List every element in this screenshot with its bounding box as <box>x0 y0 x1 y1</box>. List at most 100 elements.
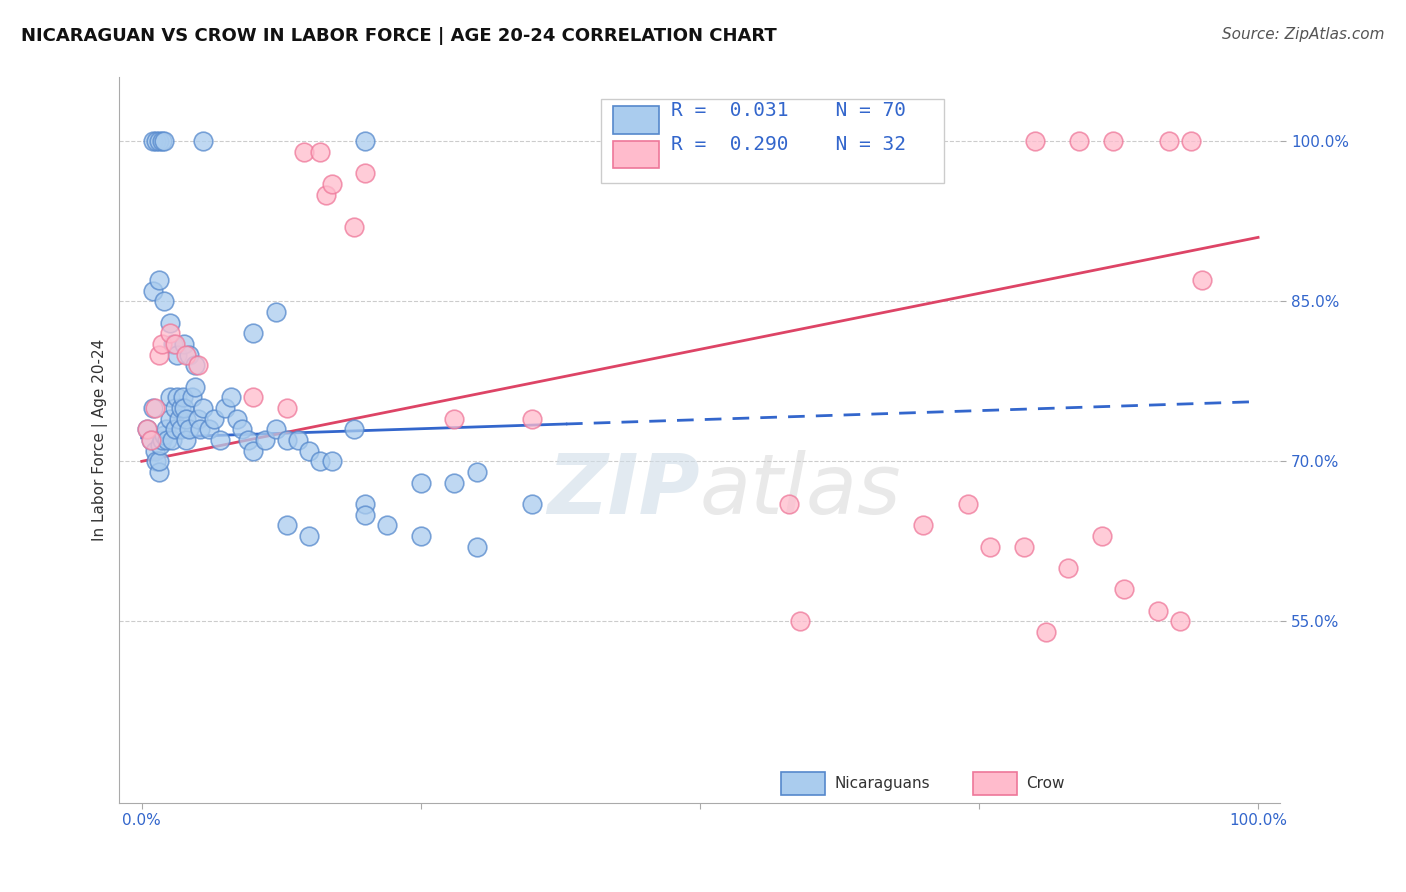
Text: ZIP: ZIP <box>547 450 700 532</box>
Point <box>789 614 811 628</box>
Point <box>1114 582 1136 597</box>
Point <box>1024 135 1046 149</box>
Point <box>136 422 159 436</box>
Point <box>979 540 1001 554</box>
Text: R =  0.290    N = 32: R = 0.290 N = 32 <box>671 135 905 153</box>
Point <box>159 390 181 404</box>
FancyBboxPatch shape <box>782 772 825 796</box>
Point <box>242 443 264 458</box>
FancyBboxPatch shape <box>613 106 659 134</box>
Point <box>298 443 321 458</box>
Point <box>139 433 162 447</box>
FancyBboxPatch shape <box>602 99 943 183</box>
Point <box>150 337 173 351</box>
Point <box>187 359 209 373</box>
Point <box>343 219 366 234</box>
Point <box>176 348 198 362</box>
Point <box>184 379 207 393</box>
Point <box>321 454 343 468</box>
Point <box>177 422 200 436</box>
FancyBboxPatch shape <box>613 141 659 168</box>
Point <box>377 518 399 533</box>
Point <box>276 401 298 415</box>
Point <box>166 348 188 362</box>
Point <box>253 433 276 447</box>
Point <box>315 187 337 202</box>
Point <box>167 411 190 425</box>
Point <box>1157 135 1180 149</box>
Point <box>148 348 170 362</box>
Point <box>165 422 187 436</box>
Point <box>956 497 979 511</box>
Text: Source: ZipAtlas.com: Source: ZipAtlas.com <box>1222 27 1385 42</box>
Point <box>148 273 170 287</box>
Point <box>149 438 172 452</box>
Point <box>225 411 247 425</box>
Point <box>184 359 207 373</box>
Point <box>465 540 488 554</box>
Point <box>242 326 264 341</box>
Point <box>309 145 332 159</box>
Point <box>292 145 315 159</box>
Point <box>176 433 198 447</box>
Point <box>264 305 287 319</box>
Point <box>165 401 187 415</box>
Point <box>166 390 188 404</box>
Point <box>354 497 377 511</box>
Point <box>443 411 465 425</box>
Point <box>276 518 298 533</box>
Point <box>1035 624 1057 639</box>
Point <box>170 401 193 415</box>
Point <box>443 475 465 490</box>
Point <box>139 433 162 447</box>
Point <box>143 443 166 458</box>
Point <box>145 135 167 149</box>
Point <box>202 411 225 425</box>
Point <box>173 401 195 415</box>
Text: Nicaraguans: Nicaraguans <box>835 776 931 791</box>
Point <box>1102 135 1125 149</box>
Point <box>172 390 194 404</box>
Point <box>150 433 173 447</box>
Text: atlas: atlas <box>700 450 901 532</box>
Point <box>159 326 181 341</box>
Point <box>197 422 219 436</box>
Point <box>191 401 214 415</box>
Point <box>287 433 309 447</box>
Point <box>148 135 170 149</box>
Point <box>242 390 264 404</box>
Point <box>1146 604 1168 618</box>
Point <box>153 135 176 149</box>
Point <box>522 411 544 425</box>
Point <box>321 177 343 191</box>
Point <box>150 135 173 149</box>
Point <box>214 401 236 415</box>
Point <box>409 529 432 543</box>
Point <box>142 401 165 415</box>
Point <box>142 135 165 149</box>
Point <box>231 422 253 436</box>
Point <box>188 422 211 436</box>
Point <box>187 411 209 425</box>
Text: R =  0.031    N = 70: R = 0.031 N = 70 <box>671 101 905 120</box>
FancyBboxPatch shape <box>973 772 1017 796</box>
Text: NICARAGUAN VS CROW IN LABOR FORCE | AGE 20-24 CORRELATION CHART: NICARAGUAN VS CROW IN LABOR FORCE | AGE … <box>21 27 778 45</box>
Point <box>145 454 167 468</box>
Point <box>343 422 366 436</box>
Point <box>1180 135 1202 149</box>
Point <box>1069 135 1091 149</box>
Point <box>136 422 159 436</box>
Point <box>1057 561 1080 575</box>
Point <box>778 497 800 511</box>
Point <box>165 337 187 351</box>
Point <box>142 284 165 298</box>
Point <box>465 465 488 479</box>
Point <box>143 401 166 415</box>
Point <box>191 135 214 149</box>
Point <box>176 411 198 425</box>
Point <box>156 433 179 447</box>
Point <box>1168 614 1191 628</box>
Point <box>181 390 204 404</box>
Point <box>177 348 200 362</box>
Point <box>153 427 176 442</box>
